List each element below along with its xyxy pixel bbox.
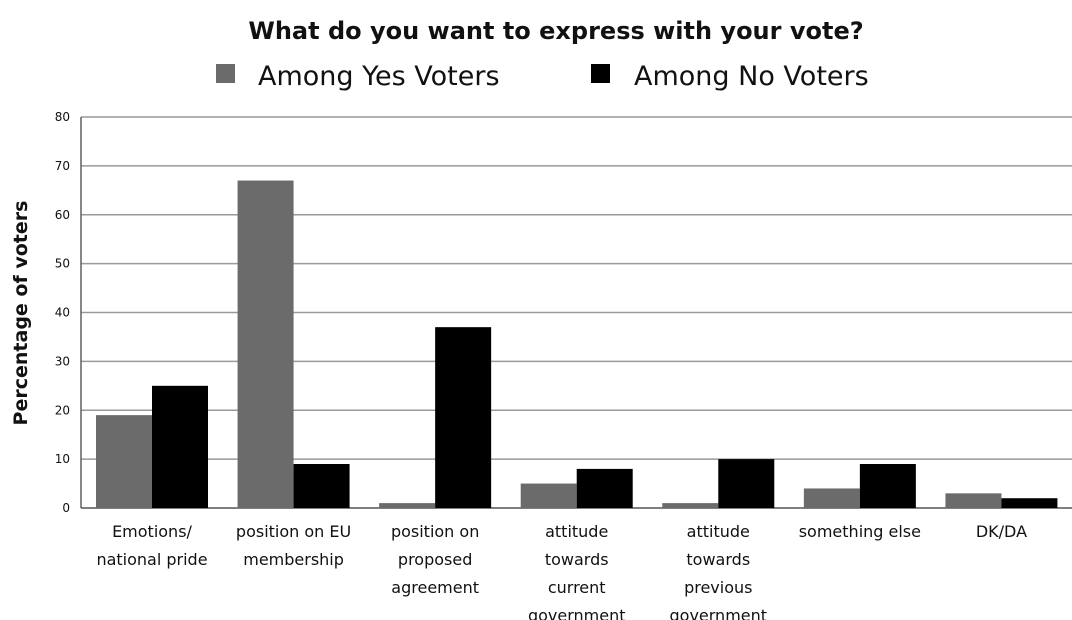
bar-yes	[520, 483, 577, 508]
bar-no	[859, 464, 916, 508]
bar-no	[718, 459, 775, 508]
x-tick-label: position on proposed agreement	[391, 522, 479, 597]
bar-yes	[237, 180, 294, 508]
legend-swatch-no	[591, 64, 610, 83]
y-tick-label: 70	[55, 159, 70, 173]
bar-yes	[803, 488, 860, 508]
x-tick-label: position on EU membership	[236, 522, 351, 569]
x-tick-labels: Emotions/national pride position on EU mem…	[96, 522, 1027, 620]
bars	[96, 180, 1058, 508]
x-tick-label: attitude towards previous government	[670, 522, 768, 620]
bar-no	[1001, 498, 1058, 508]
bar-yes	[379, 503, 436, 508]
x-tick-label: DK/DA	[976, 522, 1027, 541]
bar-yes	[662, 503, 719, 508]
y-tick-label: 50	[55, 257, 70, 271]
bar-no	[293, 464, 350, 508]
x-tick-label: attitude towards current government	[528, 522, 626, 620]
y-tick-label: 20	[55, 403, 70, 417]
x-tick-label: Emotions/national pride	[96, 522, 207, 569]
y-axis-label: Percentage of voters	[10, 201, 32, 426]
bar-no	[576, 468, 633, 508]
y-tick-label: 80	[55, 110, 70, 124]
bar-no	[435, 327, 492, 508]
y-tick-label: 60	[55, 208, 70, 222]
gridlines	[80, 116, 1072, 509]
y-tick-label: 10	[55, 452, 70, 466]
legend-swatch-yes	[216, 64, 235, 83]
legend-label-no: Among No Voters	[634, 61, 869, 92]
bar-yes	[945, 493, 1002, 508]
legend-label-yes: Among Yes Voters	[258, 61, 500, 92]
y-tick-label: 40	[55, 306, 70, 320]
bar-yes	[96, 415, 152, 508]
y-tick-labels: 0 10 20 30 40 50 60 70 80	[55, 110, 70, 515]
bar-no	[152, 385, 208, 508]
x-tick-label: something else	[799, 522, 921, 541]
chart-title: What do you want to express with your vo…	[248, 17, 863, 45]
legend: Among Yes Voters Among No Voters	[216, 61, 869, 92]
y-tick-label: 0	[62, 501, 70, 515]
y-tick-label: 30	[55, 354, 70, 368]
